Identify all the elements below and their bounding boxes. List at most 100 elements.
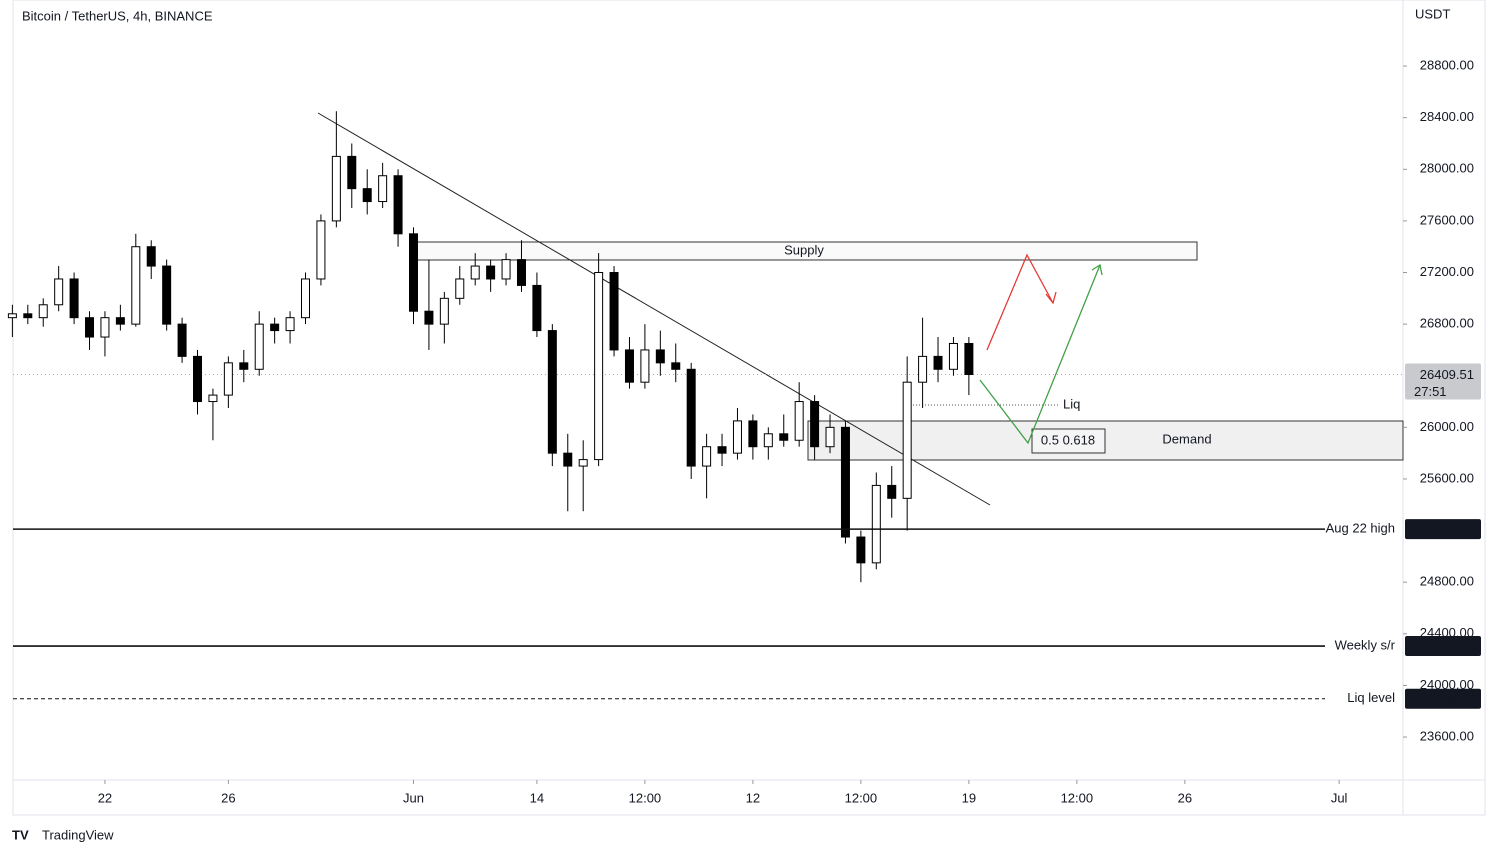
candle-body	[840, 426, 850, 538]
x-tick-label: 14	[530, 790, 544, 805]
y-tick-label: 24800.00	[1420, 574, 1474, 589]
candle-body	[918, 355, 928, 383]
candle-body	[624, 349, 634, 383]
y-tick-label: 27600.00	[1420, 212, 1474, 227]
candle-body	[362, 188, 372, 203]
candle-body	[516, 259, 526, 286]
x-tick-label: 12:00	[1061, 790, 1094, 805]
arrow-head	[1045, 291, 1057, 305]
candle-body	[609, 272, 619, 351]
level-value: 23896.95	[1420, 691, 1474, 706]
level-label: Aug 22 high	[1326, 521, 1395, 536]
footer: TradingView	[42, 827, 114, 842]
candle-body	[7, 313, 17, 319]
candle-body	[578, 459, 588, 467]
x-tick-label: 12	[746, 790, 760, 805]
candle-body	[378, 175, 388, 203]
supply-label: Supply	[784, 242, 824, 257]
fib-box	[1031, 428, 1106, 454]
arrow-head	[1091, 263, 1103, 276]
y-tick-label: 23600.00	[1420, 728, 1474, 743]
level-value: 24305.24	[1420, 638, 1475, 653]
candle-body	[902, 381, 912, 499]
y-tick-label: 25600.00	[1420, 470, 1474, 485]
candle-body	[100, 317, 110, 338]
candle-body	[671, 362, 681, 370]
candle-body	[640, 349, 650, 383]
x-tick-label: Jun	[403, 790, 424, 805]
candle-body	[887, 484, 897, 499]
candle-body	[424, 310, 434, 325]
candle-body	[239, 362, 249, 370]
candle-body	[301, 278, 311, 319]
fib-label: 0.5 0.618	[1041, 432, 1095, 447]
last-price-badge	[1405, 363, 1481, 400]
candle-body	[948, 342, 958, 370]
candle-body	[270, 323, 280, 332]
candle-body	[331, 155, 341, 222]
candle-body	[208, 394, 218, 403]
candle-body	[964, 342, 974, 376]
candle-body	[779, 433, 789, 441]
candle-body	[501, 259, 511, 280]
x-tick-label: 19	[962, 790, 976, 805]
x-tick-label: 26	[221, 790, 235, 805]
candle-body	[38, 304, 48, 319]
candle-body	[702, 446, 712, 467]
y-tick-label: 27200.00	[1420, 264, 1474, 279]
candle-body	[85, 317, 95, 338]
candle-body	[563, 452, 573, 467]
candle-body	[439, 297, 449, 325]
level-label: Liq level	[1347, 690, 1395, 705]
logo-mark: TV	[12, 827, 29, 842]
y-tick-label: 28000.00	[1420, 161, 1474, 176]
x-tick-label: 12:00	[629, 790, 662, 805]
level-badge	[1405, 636, 1481, 657]
candle-body	[547, 330, 557, 454]
candle-body	[408, 233, 418, 312]
frame	[12, 0, 1486, 816]
trendline	[317, 112, 991, 506]
candle-body	[871, 484, 881, 564]
candle-body	[393, 175, 403, 235]
liq-label: Liq	[1063, 396, 1080, 411]
level-badge	[1405, 688, 1481, 709]
candle-body	[470, 265, 480, 280]
x-tick-label: 12:00	[845, 790, 878, 805]
candle-body	[748, 420, 758, 448]
candle-body	[825, 426, 835, 448]
y-tick-label: 28400.00	[1420, 109, 1474, 124]
candle-body	[717, 446, 727, 454]
last-price-value: 26409.51	[1420, 367, 1474, 382]
candle-body	[177, 323, 187, 357]
x-tick-label: 22	[98, 790, 112, 805]
y-tick-label: 26800.00	[1420, 316, 1474, 331]
plot	[7, 111, 1403, 583]
candle-body	[347, 155, 357, 190]
chart-title: Bitcoin / TetherUS, 4h, BINANCE	[22, 8, 213, 23]
level-label: Weekly s/r	[1335, 637, 1396, 652]
bearish-path	[986, 253, 1054, 351]
candle-body	[69, 278, 79, 319]
candle-body	[316, 220, 326, 280]
candle-body	[686, 368, 696, 467]
y-tick-label: 26000.00	[1420, 419, 1474, 434]
candle-body	[254, 323, 264, 370]
candle-body	[933, 355, 943, 370]
x-tick-label: Jul	[1331, 790, 1348, 805]
candle-body	[131, 246, 141, 325]
candle-body	[594, 272, 604, 461]
candle-body	[115, 317, 125, 325]
candle-body	[655, 349, 665, 364]
candle-body	[763, 433, 773, 448]
y-tick-label: 28800.00	[1420, 58, 1474, 73]
countdown: 27:51	[1414, 384, 1447, 399]
y-tick-label: 24000.00	[1420, 677, 1474, 692]
candle-body	[193, 355, 203, 403]
candle-body	[54, 278, 64, 306]
candle-body	[732, 420, 742, 454]
candle-body	[455, 278, 465, 299]
candle-body	[532, 284, 542, 332]
bullish-path	[979, 264, 1101, 445]
